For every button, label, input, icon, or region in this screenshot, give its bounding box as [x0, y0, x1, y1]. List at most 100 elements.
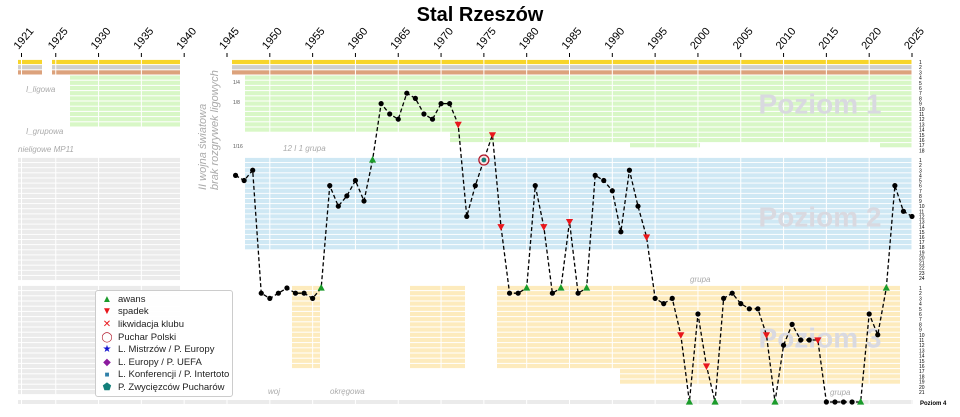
level1-band	[245, 91, 912, 96]
triangle-down-icon: ▼	[102, 306, 112, 318]
level3-band	[410, 343, 465, 348]
x-tick-label: 2005	[731, 25, 756, 51]
level2-band	[245, 193, 912, 199]
data-point	[429, 116, 436, 122]
awans-marker	[317, 284, 325, 291]
data-point	[849, 399, 855, 405]
level1-band	[245, 85, 912, 91]
data-point	[823, 399, 829, 405]
puchar-center-icon	[481, 157, 487, 163]
data-point	[635, 203, 641, 209]
x-tick-label: 1960	[346, 25, 371, 51]
row-number-label: 12	[919, 214, 925, 220]
cross-icon: ✕	[102, 318, 112, 330]
data-point	[344, 193, 350, 199]
data-point	[275, 290, 281, 296]
row-number-label: 8	[919, 194, 922, 200]
spadek-marker	[454, 121, 462, 129]
data-point	[755, 306, 761, 312]
level3-band	[410, 296, 465, 301]
level3-band	[410, 337, 465, 343]
level3-band	[292, 363, 320, 369]
annotation-frac-1-8: 1/8	[233, 100, 240, 106]
row-number-label: 1	[919, 158, 922, 164]
row-number-label: 2	[919, 65, 922, 71]
level2-band	[245, 204, 912, 209]
row-number-label: 20	[919, 255, 925, 261]
annotation-war-line2: brak rozgrywek ligowych	[209, 70, 221, 190]
level1-band	[630, 143, 700, 148]
row-number-label: 14	[919, 225, 925, 231]
legend-item-diamond: ◆ L. Europy / P. UEFA	[96, 356, 232, 369]
row-number-label: 5	[919, 81, 922, 87]
level3-band	[497, 306, 900, 311]
row-number-label: 24	[919, 276, 925, 282]
data-point	[532, 183, 538, 189]
row-number-label: 10	[919, 333, 925, 339]
x-tick-label: 1970	[431, 25, 456, 51]
x-tick-label: 2010	[774, 25, 799, 51]
level3-band	[292, 332, 320, 337]
level1-band-prewar	[70, 91, 180, 96]
data-point	[626, 167, 633, 173]
spadek-marker	[677, 332, 685, 339]
data-point	[618, 229, 624, 235]
row-number-label: 20	[919, 385, 925, 391]
x-tick-label: 1975	[474, 25, 499, 51]
level3-band	[497, 332, 900, 337]
level3-band	[292, 337, 320, 343]
data-point	[361, 198, 367, 204]
row-number-label: 13	[919, 220, 925, 226]
data-point	[575, 290, 581, 296]
row-number-label: 4	[919, 173, 922, 179]
awans-marker	[857, 398, 865, 405]
level1-band	[245, 111, 912, 117]
row-number-label: 16	[919, 364, 925, 370]
level3-band	[292, 285, 320, 291]
data-point	[258, 290, 264, 296]
level3-band	[292, 301, 320, 306]
legend-label: L. Mistrzów / P. Europy	[118, 344, 215, 356]
awans-marker	[523, 284, 531, 291]
level1-band	[880, 143, 912, 148]
x-tick-label: 1985	[560, 25, 585, 51]
level3-band	[410, 348, 465, 353]
level3-band	[620, 379, 900, 384]
level1-band-prewar	[70, 80, 180, 85]
legend-label: spadek	[118, 306, 149, 318]
row-number-label: 3	[919, 296, 922, 302]
level3-band	[292, 296, 320, 301]
x-tick-label: 1930	[89, 25, 114, 51]
level3-band	[410, 353, 465, 358]
row-number-label: 4	[919, 76, 922, 82]
awans-marker	[368, 156, 377, 163]
row-number-label: 11	[919, 112, 924, 118]
x-tick-label: 2000	[688, 25, 713, 51]
medal-band	[232, 65, 912, 70]
level3-band	[292, 306, 320, 311]
data-point	[669, 295, 675, 301]
awans-marker	[583, 284, 591, 291]
data-point	[438, 101, 444, 107]
medal-band	[18, 65, 42, 70]
row-number-label: 16	[919, 235, 925, 241]
medal-band	[52, 65, 180, 70]
level3-band	[497, 363, 900, 369]
level1-band	[450, 137, 912, 143]
level2-band	[245, 214, 912, 219]
data-point	[464, 213, 470, 220]
level3-band	[292, 343, 320, 348]
annotation-grupa-1: 12 I 1 grupa	[283, 144, 326, 153]
data-point	[267, 295, 273, 301]
data-point	[250, 167, 256, 173]
level1-band-prewar	[70, 117, 180, 122]
diamond-icon: ◆	[103, 356, 111, 368]
medal-band	[52, 70, 180, 75]
level1-band-prewar	[70, 101, 180, 106]
row-number-label: 15	[919, 359, 925, 365]
row-number-label: 19	[919, 250, 925, 256]
data-point	[592, 172, 598, 178]
data-point	[866, 311, 872, 317]
level2-band	[245, 163, 912, 168]
level1-band-prewar	[70, 106, 180, 111]
